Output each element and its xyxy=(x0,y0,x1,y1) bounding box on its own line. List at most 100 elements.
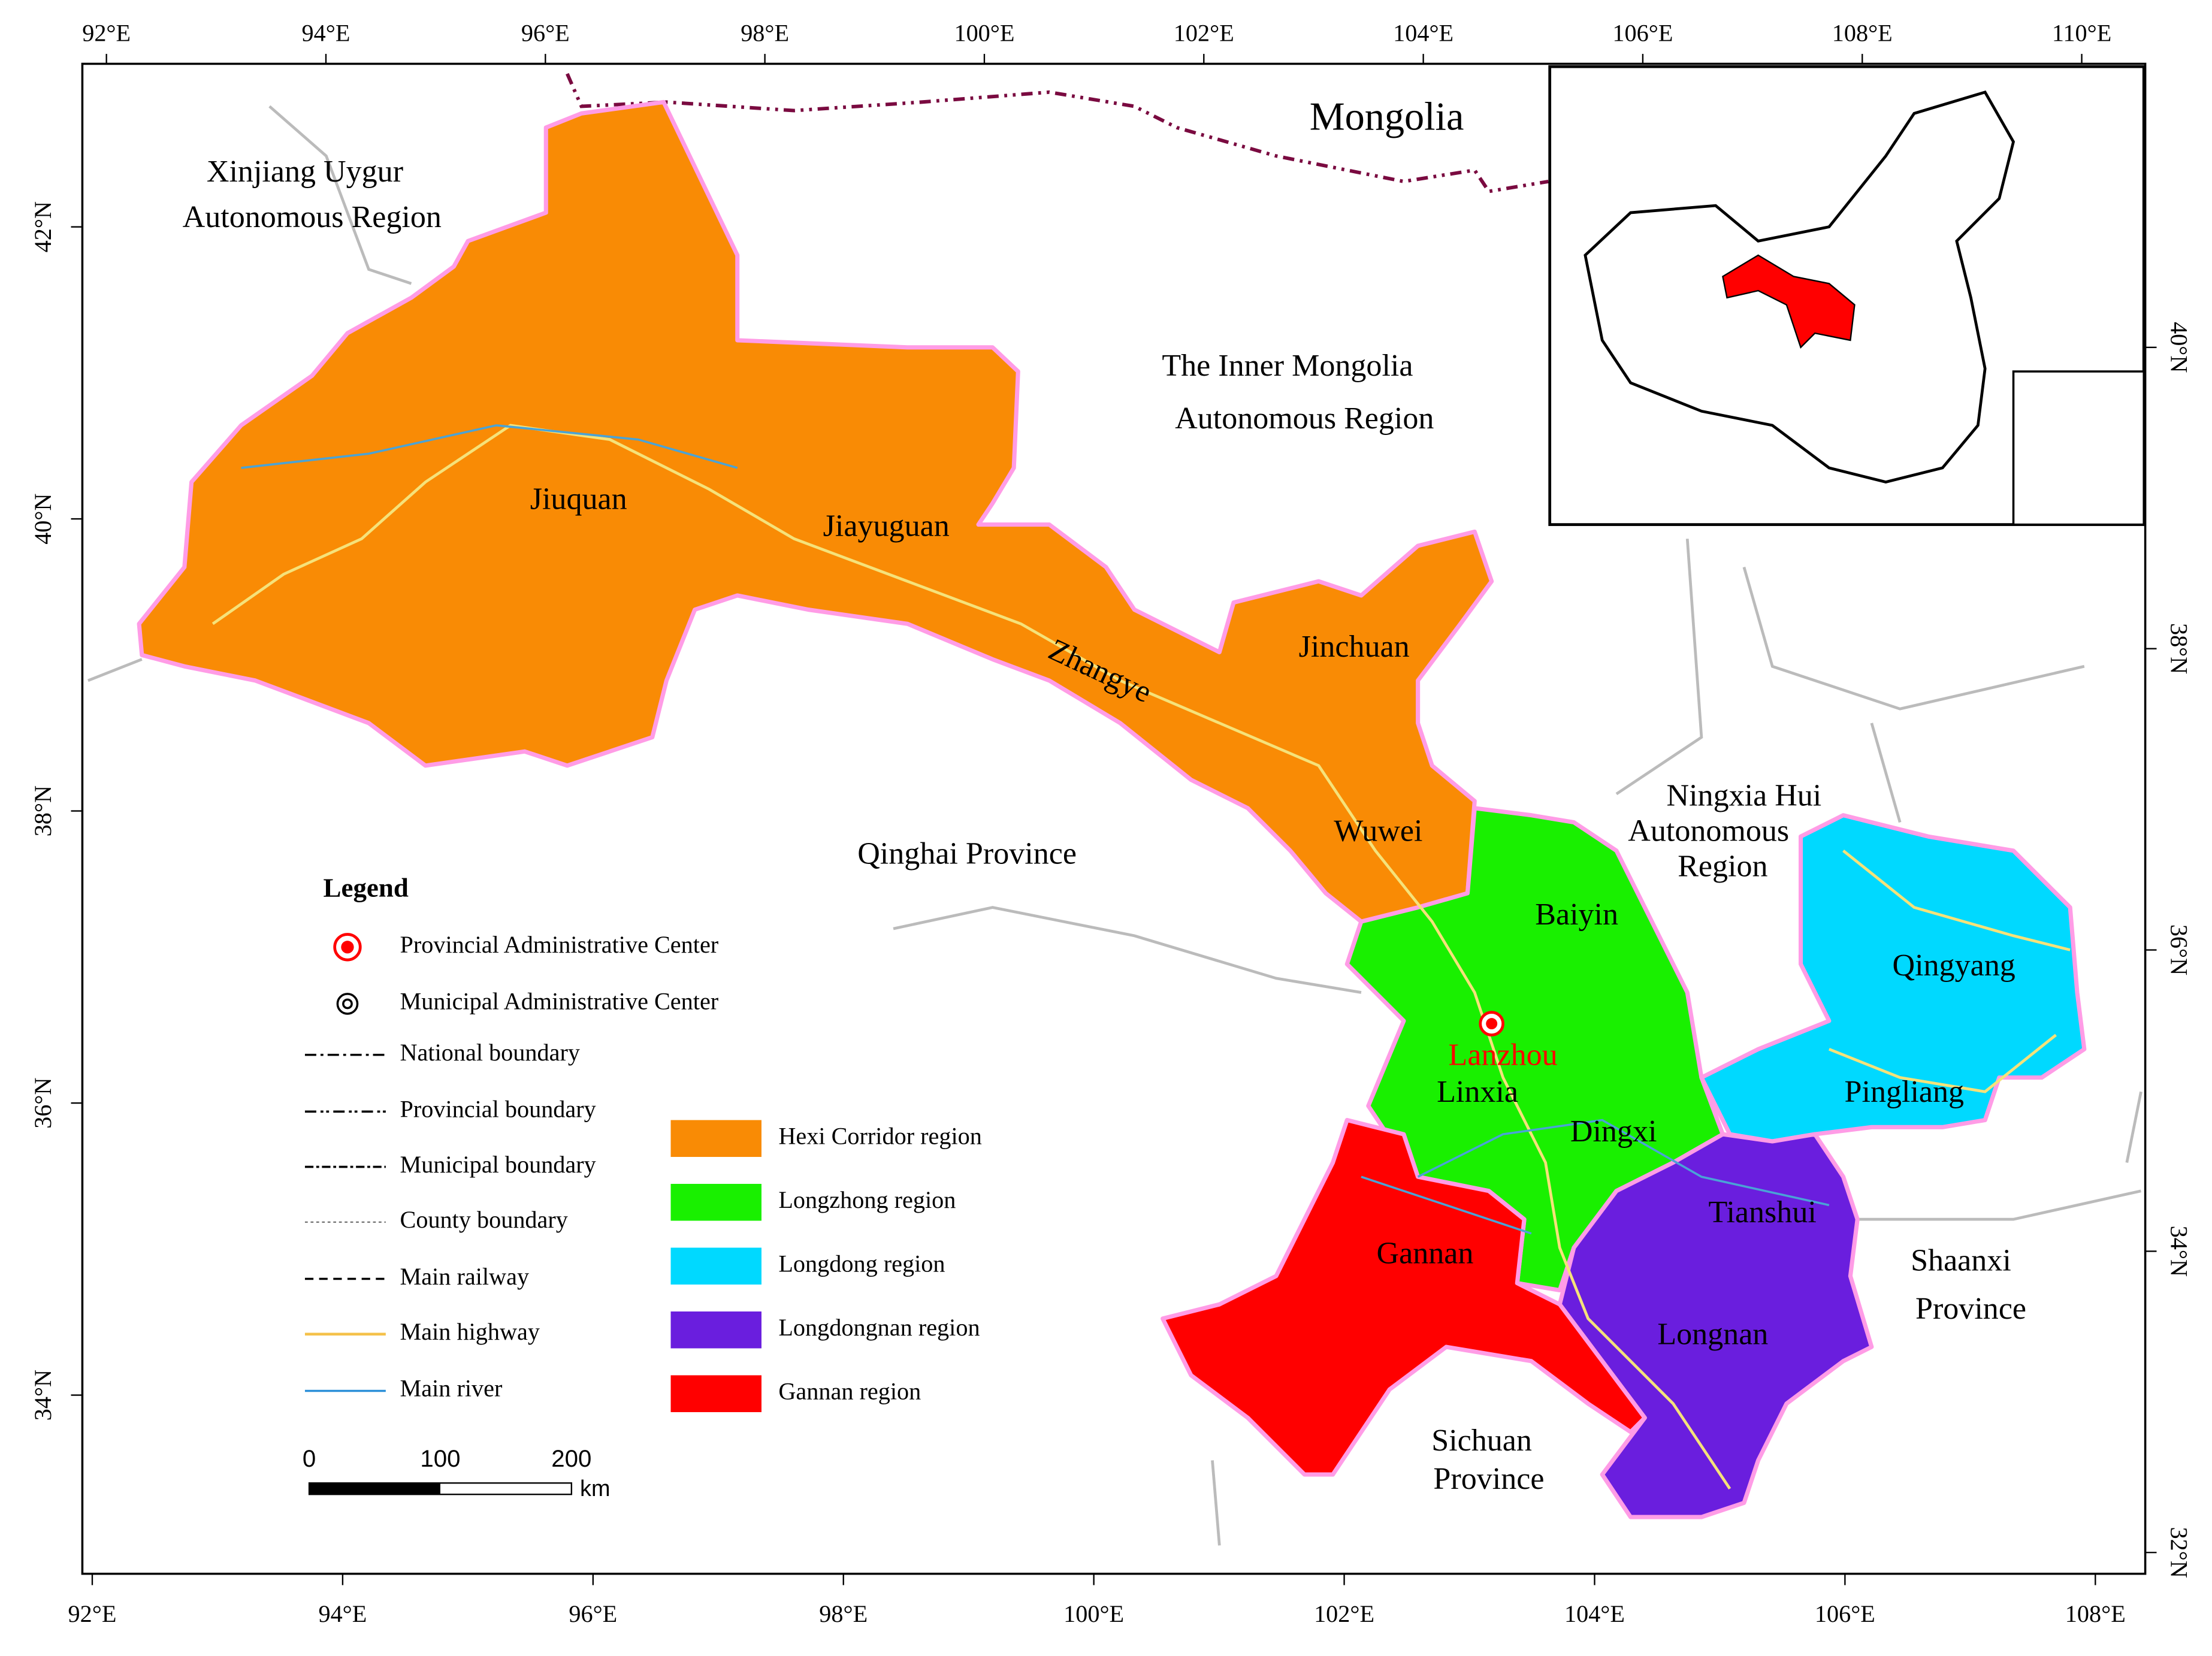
top-tick-label: 96°E xyxy=(521,19,570,46)
place-label: Qinghai Province xyxy=(857,836,1077,871)
bottom-tick-label: 108°E xyxy=(2065,1600,2126,1627)
legend-provincial-center-dot xyxy=(341,941,354,954)
place-label: Province xyxy=(1915,1292,2026,1326)
main-river xyxy=(241,424,1830,1235)
longdong-region xyxy=(1699,813,2087,1144)
scale-tick-label: 200 xyxy=(551,1445,591,1472)
top-tick-label: 108°E xyxy=(1832,19,1893,46)
place-label: Wuwei xyxy=(1334,814,1422,848)
legend-swatch xyxy=(670,1183,761,1221)
top-tick-label: 110°E xyxy=(2052,19,2111,46)
bottom-tick-label: 98°E xyxy=(819,1600,868,1627)
place-label: Jiuquan xyxy=(530,482,627,516)
legend-swatch xyxy=(670,1120,761,1158)
place-label: Ningxia Hui xyxy=(1667,778,1822,812)
place-label: Linxia xyxy=(1437,1075,1518,1109)
place-label: Gannan xyxy=(1377,1237,1474,1271)
top-tick-label: 104°E xyxy=(1393,19,1453,46)
legend-label: Main highway xyxy=(400,1318,540,1345)
inset-gansu xyxy=(1722,254,1856,349)
scale-unit: km xyxy=(580,1476,610,1501)
place-label: Autonomous Region xyxy=(183,200,442,234)
legend-swatch xyxy=(670,1311,761,1349)
provincial-boundary xyxy=(87,105,2143,1546)
place-label: Sichuan xyxy=(1431,1424,1532,1458)
place-label: The Inner Mongolia xyxy=(1162,349,1413,383)
top-tick-label: 98°E xyxy=(741,19,789,46)
bottom-tick-label: 100°E xyxy=(1063,1600,1124,1627)
top-tick-label: 92°E xyxy=(82,19,131,46)
scale-tick-label: 100 xyxy=(420,1445,460,1472)
bottom-tick-label: 96°E xyxy=(569,1600,617,1627)
scale-tick-label: 0 xyxy=(303,1445,316,1472)
legend-label: Longzhong region xyxy=(778,1186,956,1213)
top-tick-label: 106°E xyxy=(1612,19,1673,46)
legend-swatch xyxy=(670,1247,761,1285)
place-label: Jiayuguan xyxy=(823,509,950,543)
gannan-region xyxy=(1161,1117,1647,1477)
right-tick-label: 32°N xyxy=(2165,1527,2192,1578)
bottom-tick-label: 102°E xyxy=(1314,1600,1374,1627)
place-label: Autonomous Region xyxy=(1175,401,1434,436)
scale-bar-fill xyxy=(309,1483,440,1495)
place-label: Pingliang xyxy=(1845,1075,1965,1109)
legend-label: Main railway xyxy=(400,1263,530,1290)
legend-title: Legend xyxy=(324,872,409,902)
left-tick-label: 42°N xyxy=(29,201,56,252)
bottom-tick-label: 92°E xyxy=(68,1600,117,1627)
legend-municipal-center xyxy=(336,993,359,1015)
inset-south-sea xyxy=(2012,370,2145,526)
right-tick-label: 40°N xyxy=(2165,322,2192,373)
generated: 92°E 94°E 96°E 98°E 100°E 102°E 104°E 106°E 108°… xyxy=(29,19,2192,1627)
place-label: Shaanxi xyxy=(1911,1243,2011,1277)
legend-symbols xyxy=(304,933,386,1392)
place-label: Province xyxy=(1433,1462,1544,1496)
legend-label: Longdongnan region xyxy=(778,1314,980,1341)
main-highway xyxy=(1829,850,2071,1093)
longzhong-region xyxy=(1344,806,1725,1293)
place-label: Xinjiang Uygur xyxy=(207,155,403,189)
legend-label: Longdong region xyxy=(778,1250,945,1277)
place-label: Longnan xyxy=(1657,1317,1768,1352)
place-label: Mongolia xyxy=(1310,95,1464,138)
legend-label: Provincial Administrative Center xyxy=(400,931,719,958)
bottom-tick-label: 104°E xyxy=(1564,1600,1625,1627)
left-tick-label: 40°N xyxy=(29,493,56,544)
legend-label: County boundary xyxy=(400,1206,568,1233)
legend-label: Municipal boundary xyxy=(400,1151,596,1178)
provincial-center-dot xyxy=(1486,1018,1498,1030)
place-label: Dingxi xyxy=(1570,1114,1657,1149)
longdongnan-region xyxy=(1557,1132,1874,1519)
top-tick-label: 102°E xyxy=(1174,19,1234,46)
place-label: Qingyang xyxy=(1892,948,2015,983)
legend-label: Main river xyxy=(400,1375,503,1402)
legend-label: Gannan region xyxy=(778,1377,921,1404)
top-tick-label: 94°E xyxy=(302,19,350,46)
main-highway xyxy=(211,424,1731,1490)
right-tick-label: 38°N xyxy=(2165,623,2192,674)
place-label: Tianshui xyxy=(1709,1195,1817,1229)
place-label: Autonomous xyxy=(1628,814,1789,848)
legend-label: National boundary xyxy=(400,1039,580,1066)
bottom-tick-label: 106°E xyxy=(1815,1600,1875,1627)
left-tick-label: 34°N xyxy=(29,1370,56,1421)
legend-swatch xyxy=(670,1375,761,1412)
hexi-region xyxy=(137,99,1494,924)
legend-municipal-center-inner xyxy=(342,998,353,1010)
left-tick-label: 36°N xyxy=(29,1077,56,1128)
right-tick-label: 36°N xyxy=(2165,924,2192,975)
legend-label: Hexi Corridor region xyxy=(778,1122,982,1149)
national-boundary xyxy=(566,72,1549,194)
place-label: Lanzhou xyxy=(1449,1038,1558,1072)
bottom-tick-label: 94°E xyxy=(318,1600,367,1627)
place-label: Jinchuan xyxy=(1299,630,1410,664)
left-tick-label: 38°N xyxy=(29,785,56,836)
place-label: Baiyin xyxy=(1535,897,1618,932)
top-tick-label: 100°E xyxy=(954,19,1014,46)
right-tick-label: 34°N xyxy=(2165,1226,2192,1277)
legend-label: Provincial boundary xyxy=(400,1096,596,1123)
place-label: Region xyxy=(1678,850,1767,884)
legend-label: Municipal Administrative Center xyxy=(400,988,719,1015)
